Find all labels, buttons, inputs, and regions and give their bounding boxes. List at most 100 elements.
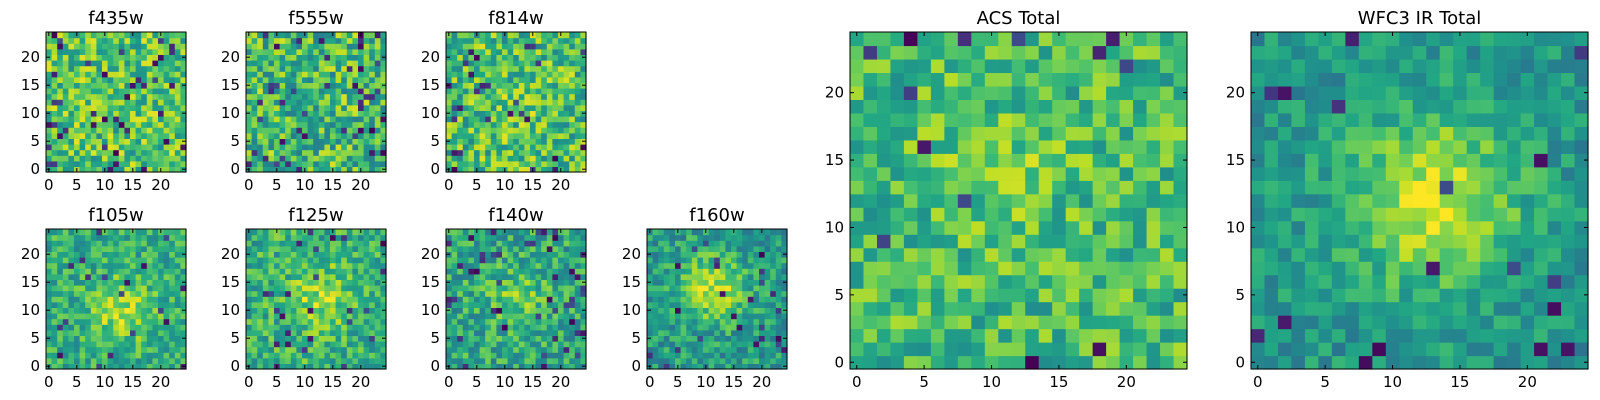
heatmap-cell: [358, 71, 365, 78]
heatmap-cell: [113, 318, 120, 325]
heatmap-cell: [57, 65, 64, 72]
heatmap-cell: [251, 352, 258, 359]
heatmap-cell: [535, 132, 542, 139]
heatmap-cell: [324, 144, 331, 151]
heatmap-cell: [135, 335, 142, 342]
heatmap-cell: [485, 307, 492, 314]
heatmap-cell: [279, 313, 286, 320]
heatmap-cell: [725, 313, 732, 320]
heatmap-cell: [563, 132, 570, 139]
heatmap-cell: [1106, 247, 1121, 262]
heatmap-cell: [775, 363, 782, 370]
heatmap-cell: [998, 261, 1013, 276]
heatmap-cell: [163, 290, 170, 297]
heatmap-cell: [451, 54, 458, 61]
heatmap-cell: [479, 290, 486, 297]
heatmap-cell: [307, 166, 314, 173]
heatmap-cell: [518, 229, 525, 236]
heatmap-cell: [1133, 328, 1148, 343]
heatmap-cell: [68, 357, 75, 364]
heatmap-cell: [658, 313, 665, 320]
heatmap-cell: [262, 335, 269, 342]
heatmap-cell: [563, 352, 570, 359]
heatmap-cell: [558, 54, 565, 61]
heatmap-cell: [507, 88, 514, 95]
heatmap-cell: [580, 324, 587, 331]
heatmap-cell: [51, 99, 58, 106]
heatmap-cell: [1038, 288, 1053, 303]
heatmap-cell: [496, 132, 503, 139]
heatmap-cell: [79, 37, 86, 44]
heatmap-cell: [984, 315, 999, 330]
heatmap-cell: [474, 257, 481, 264]
heatmap-cell: [152, 71, 159, 78]
heatmap-cell: [984, 166, 999, 181]
heatmap-cell: [552, 229, 559, 236]
heatmap-cell: [462, 48, 469, 55]
heatmap-cell: [74, 149, 81, 156]
heatmap-cell: [262, 318, 269, 325]
heatmap-cell: [279, 166, 286, 173]
heatmap-cell: [490, 245, 497, 252]
heatmap-cell: [474, 324, 481, 331]
heatmap-cell: [318, 341, 325, 348]
heatmap-cell: [251, 313, 258, 320]
heatmap-cell: [51, 234, 58, 241]
heatmap-cell: [647, 301, 654, 308]
heatmap-cell: [74, 121, 81, 128]
heatmap-cell: [917, 166, 932, 181]
heatmap-cell: [251, 76, 258, 83]
heatmap-cell: [468, 132, 475, 139]
heatmap-cell: [335, 155, 342, 162]
heatmap-cell: [747, 273, 754, 280]
heatmap-cell: [169, 43, 176, 50]
heatmap-cell: [468, 82, 475, 89]
heatmap-cell: [558, 60, 565, 67]
heatmap-cell: [462, 88, 469, 95]
heatmap-cell: [257, 363, 264, 370]
heatmap-cell: [502, 121, 509, 128]
heatmap-cell: [736, 268, 743, 275]
heatmap-cell: [680, 234, 687, 241]
heatmap-cell: [569, 363, 576, 370]
heatmap-cell: [318, 251, 325, 258]
heatmap-cell: [285, 296, 292, 303]
heatmap-cell: [930, 355, 945, 370]
heatmap-cell: [876, 261, 892, 276]
heatmap-cell: [46, 318, 53, 325]
heatmap-cell: [346, 149, 353, 156]
heatmap-cell: [502, 110, 509, 117]
heatmap-cell: [502, 285, 509, 292]
heatmap-cell: [507, 245, 514, 252]
heatmap-cell: [324, 82, 331, 89]
heatmap-cell: [68, 99, 75, 106]
heatmap-cell: [890, 207, 905, 222]
heatmap-cell: [663, 257, 670, 264]
heatmap-cell: [279, 257, 286, 264]
heatmap-cell: [446, 329, 453, 336]
heatmap-cell: [474, 116, 481, 123]
heatmap-cell: [363, 160, 370, 167]
heatmap-cell: [57, 268, 64, 275]
heatmap-cell: [158, 307, 165, 314]
heatmap-cell: [335, 110, 342, 117]
x-tick-label: 5: [472, 373, 482, 391]
heatmap-cell: [335, 160, 342, 167]
heatmap-cell: [563, 104, 570, 111]
heatmap-cell: [268, 166, 275, 173]
heatmap-cell: [130, 257, 137, 264]
heatmap-cell: [113, 166, 120, 173]
heatmap-cell: [135, 357, 142, 364]
heatmap-cell: [163, 257, 170, 264]
heatmap-cell: [374, 104, 381, 111]
heatmap-cell: [330, 357, 337, 364]
heatmap-cell: [890, 355, 905, 370]
heatmap-cell: [479, 76, 486, 83]
heatmap-cell: [341, 88, 348, 95]
heatmap-cell: [490, 357, 497, 364]
heatmap-cell: [307, 240, 314, 247]
heatmap-cell: [62, 301, 69, 308]
heatmap-cell: [90, 149, 97, 156]
heatmap-cell: [318, 121, 325, 128]
heatmap-cell: [770, 285, 777, 292]
